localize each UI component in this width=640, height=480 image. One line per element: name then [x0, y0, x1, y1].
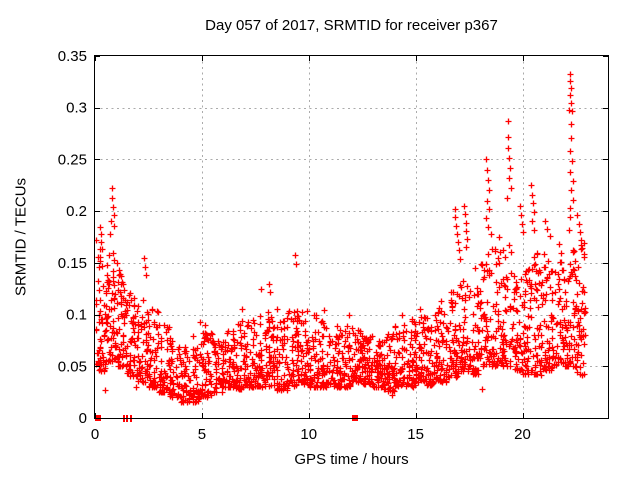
y-axis-label: SRMTID / TECUs	[12, 177, 30, 297]
y-tick-label: 0	[79, 410, 87, 427]
scatter-points	[95, 71, 589, 406]
y-tick-label: 0.25	[58, 151, 87, 168]
y-tick-label: 0.05	[58, 358, 87, 375]
chart-title: Day 057 of 2017, SRMTID for receiver p36…	[205, 17, 498, 34]
y-tick-label: 0.2	[66, 203, 87, 220]
y-tick-label: 0.15	[58, 255, 87, 272]
x-tick-label: 10	[300, 426, 317, 443]
y-tick-label: 0.35	[58, 48, 87, 65]
x-tick-label: 15	[407, 426, 424, 443]
y-tick-label: 0.1	[66, 307, 87, 324]
axes	[94, 55, 609, 419]
x-tick-label: 20	[514, 426, 531, 443]
tick-labels: 0 5 10 15 20 0 0.05 0.1 0.15 0.2 0.25 0.3 0.35	[58, 48, 531, 443]
scatter-series	[95, 71, 589, 406]
y-tick-label: 0.3	[66, 100, 87, 117]
plot-border	[94, 55, 609, 419]
x-tick-label: 5	[198, 426, 206, 443]
x-tick-label: 0	[91, 426, 99, 443]
x-axis-label: GPS time / hours	[294, 451, 409, 468]
